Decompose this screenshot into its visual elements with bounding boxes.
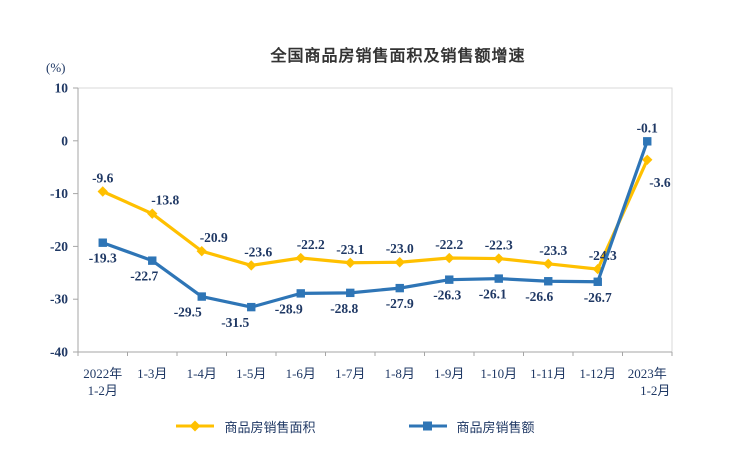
y-axis-unit-label: (%) [46, 60, 66, 75]
data-point-square [395, 283, 404, 293]
chart-title: 全国商品房销售面积及销售额增速 [270, 48, 526, 65]
data-label: -28.8 [330, 301, 358, 316]
data-point-square [494, 274, 503, 283]
data-point-diamond [196, 245, 207, 257]
legend-label-sales-area: 商品房销售面积 [224, 419, 316, 435]
y-axis-tick-label: -40 [50, 345, 68, 360]
data-label: -0.1 [637, 120, 659, 135]
y-axis-tick-label: 10 [55, 81, 69, 96]
data-point-diamond [97, 186, 108, 197]
data-point-diamond [246, 260, 257, 271]
data-label: -26.7 [584, 290, 612, 305]
data-point-square [544, 277, 553, 286]
data-point-square [148, 256, 157, 265]
data-point-square [197, 292, 206, 301]
data-point-square [346, 288, 355, 298]
data-label: -22.2 [297, 237, 325, 252]
data-point-diamond [295, 252, 306, 264]
x-axis-category-label: 1-5月 [236, 366, 266, 381]
x-axis-category-label: 1-6月 [286, 366, 316, 381]
sales-area-line [101, 158, 649, 271]
data-label: -22.2 [435, 237, 463, 252]
chart-legend: 商品房销售面积 商品房销售额 [0, 413, 710, 439]
x-axis-category-label: 1-9月 [434, 366, 464, 381]
data-label: -22.7 [130, 269, 158, 284]
y-axis-tick-label: -10 [50, 186, 68, 201]
data-label: -23.6 [244, 244, 272, 259]
data-point-diamond [444, 252, 455, 264]
y-axis-tick-label: -30 [50, 292, 68, 307]
data-label: -27.9 [386, 296, 414, 311]
data-point-diamond [394, 257, 405, 268]
x-axis-category-label: 2022年 1-2月 [83, 366, 122, 398]
data-label: -19.3 [89, 251, 117, 266]
legend-sales-area-marker-icon [176, 420, 215, 432]
x-axis-category-label: 1-12月 [579, 366, 616, 381]
data-label: -24.3 [589, 248, 617, 263]
x-axis-category-label: 1-4月 [187, 366, 217, 381]
x-axis-category-label: 1-3月 [137, 366, 167, 381]
data-point-square [643, 137, 652, 146]
data-label: -31.5 [221, 315, 249, 330]
data-label: -26.3 [433, 288, 461, 303]
x-axis-category-label: 1-10月 [480, 366, 517, 381]
data-point-square [296, 289, 305, 298]
data-label: -26.6 [525, 289, 553, 304]
data-point-diamond [345, 257, 356, 268]
legend-sales-value-marker-icon [408, 421, 447, 431]
data-label: -28.9 [275, 301, 303, 316]
y-axis-tick-label: 0 [61, 133, 68, 148]
data-point-diamond [543, 258, 554, 270]
sales-value-line [101, 139, 649, 309]
x-axis-category-label: 2023年 1-2月 [628, 366, 671, 398]
data-label: -23.0 [386, 241, 414, 256]
data-label: -23.3 [539, 243, 567, 258]
x-axis-category-label: 1-8月 [385, 366, 415, 381]
data-point-square [247, 302, 256, 312]
data-point-square [445, 275, 454, 284]
data-label: -26.1 [479, 287, 507, 302]
data-point-square [98, 238, 107, 247]
data-label: -23.1 [336, 242, 364, 257]
data-point-diamond [493, 253, 504, 264]
data-label: -29.5 [174, 305, 202, 320]
data-label: -20.9 [200, 230, 228, 245]
data-point-diamond [642, 154, 653, 166]
data-point-diamond [147, 208, 158, 219]
data-label: -22.3 [485, 238, 513, 253]
legend-item-sales-area: 商品房销售面积 [175, 417, 316, 436]
plot-area-border [77, 87, 673, 353]
legend-item-sales-value: 商品房销售额 [408, 417, 535, 436]
y-axis-tick-label: -20 [50, 239, 68, 254]
data-label: -9.6 [92, 170, 114, 185]
x-axis-category-label: 1-11月 [530, 366, 566, 381]
data-point-square [593, 277, 602, 286]
data-label: -13.8 [151, 193, 179, 208]
data-label: -3.6 [649, 175, 671, 190]
x-axis-category-label: 1-7月 [335, 366, 365, 381]
legend-label-sales-value: 商品房销售额 [456, 419, 535, 435]
